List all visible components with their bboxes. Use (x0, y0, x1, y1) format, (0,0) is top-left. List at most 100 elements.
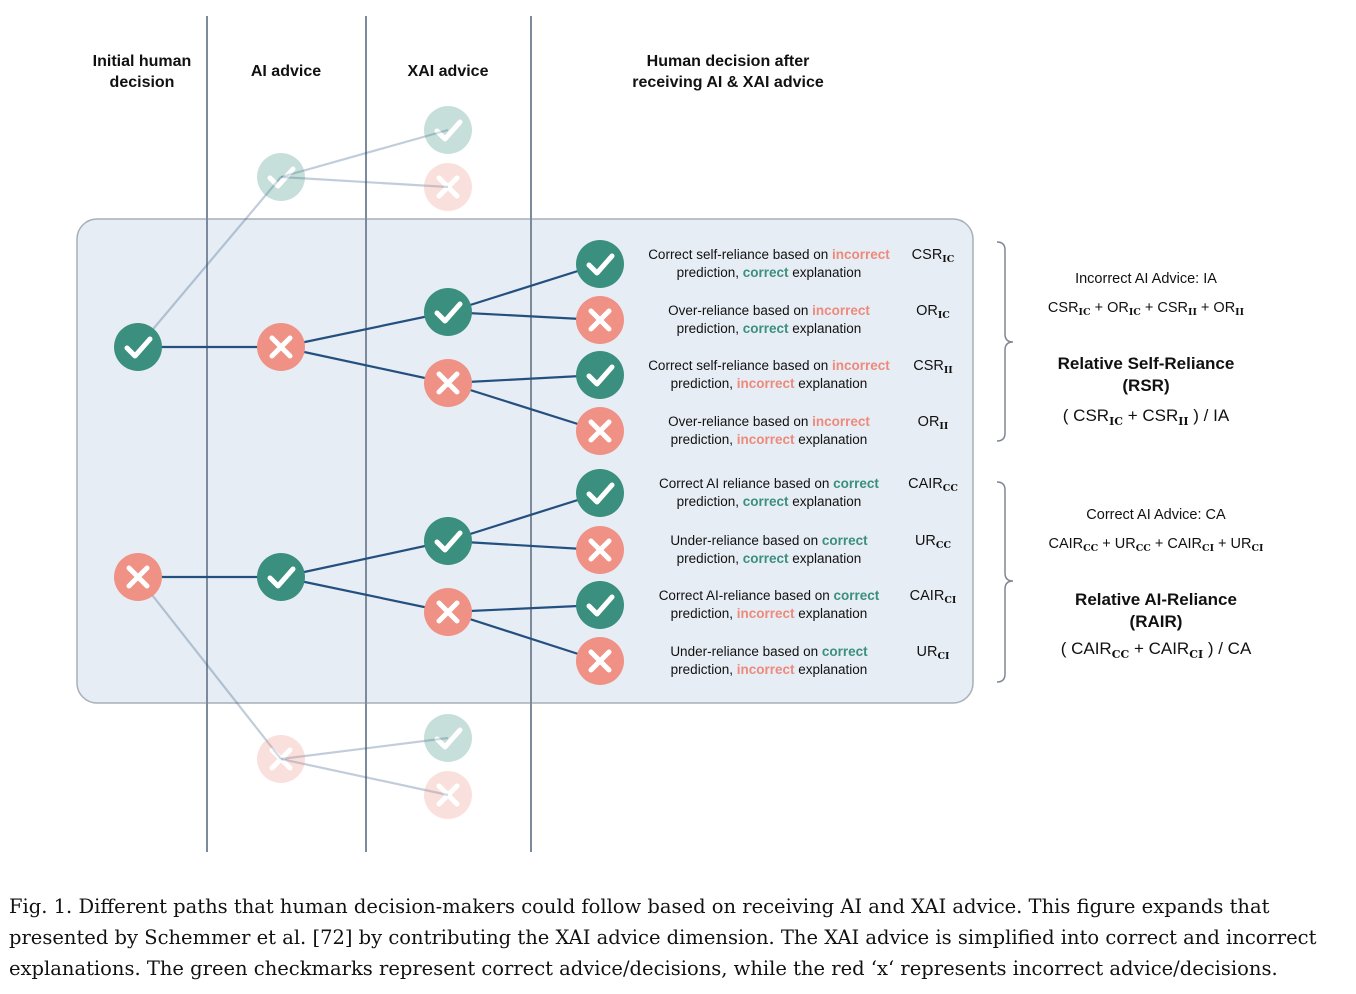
outcome-description: Correct AI reliance based on correct pred… (659, 476, 879, 509)
check-icon (434, 119, 463, 142)
check-icon (434, 301, 463, 324)
header-xai-advice: XAI advice (407, 63, 489, 80)
rsr-ratio-formula: ( CSRIC + CSRII ) / IA (1062, 406, 1230, 428)
tree-edge (280, 736, 449, 761)
cross-icon (588, 538, 612, 562)
incorrect-node (576, 637, 624, 685)
rair-definition: Correct AI Advice: CA (1086, 507, 1226, 523)
header-ai-advice: AI advice (250, 63, 322, 80)
incorrect-node (257, 735, 305, 783)
correct-node (576, 240, 624, 288)
outcome-metric: URCI (916, 644, 950, 662)
node-circle (257, 735, 305, 783)
rair-title: Relative AI-Reliance (RAIR) (1075, 590, 1237, 631)
caption-line: Fig. 1. Different paths that human decis… (9, 895, 1270, 918)
outcome-description: Over-reliance based on incorrect predicti… (668, 414, 870, 447)
cross-icon (436, 175, 460, 199)
tree-edge (447, 310, 601, 322)
rair-ratio-formula: ( CAIRCC + CAIRCI ) / CA (1060, 639, 1252, 661)
check-icon (267, 166, 296, 189)
correct-node (576, 351, 624, 399)
node-circle (257, 153, 305, 201)
incorrect-node (576, 526, 624, 574)
tree-edge (447, 603, 601, 614)
check-icon (267, 566, 296, 589)
tree-edge (280, 310, 449, 349)
node-circle (424, 771, 472, 819)
outcome-metric: URCC (914, 533, 952, 551)
cross-icon (588, 649, 612, 673)
cross-icon (269, 747, 293, 771)
tree-edge (447, 381, 601, 433)
correct-node (424, 106, 472, 154)
check-icon (586, 253, 615, 276)
tree-edge (280, 345, 449, 385)
outcome-description: Over-reliance based on incorrect predicti… (668, 303, 870, 336)
tree-edge (447, 262, 601, 314)
tree-edge (447, 373, 601, 385)
outcome-metric: CAIRCC (908, 476, 958, 494)
tree-edge (280, 575, 449, 614)
correct-node (257, 553, 305, 601)
check-icon (434, 727, 463, 750)
cross-icon (588, 308, 612, 332)
tree-edge (280, 128, 449, 179)
cross-icon (436, 371, 460, 395)
outcome-metric: CSRIC (911, 247, 955, 265)
rair-sum-formula: CAIRCC + URCC + CAIRCI + URCI (1048, 536, 1264, 554)
brace-rsr (996, 241, 1014, 442)
node-circle (257, 553, 305, 601)
outcome-description: Correct AI-reliance based on correct pred… (658, 588, 880, 621)
decision-tree-diagram (76, 16, 1014, 852)
tree-edge (137, 176, 282, 348)
outcome-metric: ORII (917, 414, 949, 432)
incorrect-node (424, 163, 472, 211)
outcome-description: Under-reliance based on correct predictio… (670, 644, 868, 677)
incorrect-node (424, 771, 472, 819)
check-icon (124, 336, 153, 359)
correct-node (424, 288, 472, 336)
header-human-decision-after: Human decision after receiving AI & XAI a… (632, 53, 824, 91)
tree-edge (137, 576, 282, 760)
cross-icon (269, 335, 293, 359)
node-circle (576, 240, 624, 288)
outcome-metric: ORIC (916, 303, 950, 321)
caption-line: presented by Schemmer et al. [72] by con… (9, 926, 1317, 949)
tree-edge (280, 539, 449, 579)
cross-icon (588, 419, 612, 443)
incorrect-node (424, 359, 472, 407)
check-icon (586, 594, 615, 617)
check-icon (586, 364, 615, 387)
cross-icon (126, 565, 150, 589)
cross-icon (436, 783, 460, 807)
node-circle (424, 288, 472, 336)
check-icon (586, 482, 615, 505)
node-circle (576, 581, 624, 629)
node-circle (424, 106, 472, 154)
header-initial-decision: Initial human decision (92, 53, 192, 91)
correct-node (257, 153, 305, 201)
tree-edge (447, 491, 601, 543)
outcome-description: Correct self-reliance based on incorrect… (648, 358, 890, 391)
rsr-title: Relative Self-Reliance (RSR) (1057, 354, 1235, 395)
tree-edge (447, 539, 601, 552)
node-circle (576, 351, 624, 399)
outcome-description: Under-reliance based on correct predictio… (670, 533, 868, 566)
tree-edge (447, 610, 601, 663)
outcome-description: Correct self-reliance based on incorrect… (648, 247, 890, 280)
node-circle (424, 163, 472, 211)
incorrect-node (257, 323, 305, 371)
node-circle (114, 323, 162, 371)
node-circle (576, 469, 624, 517)
highlight-panel (76, 218, 974, 704)
tree-edge (280, 175, 449, 189)
correct-node (576, 469, 624, 517)
correct-node (114, 323, 162, 371)
incorrect-node (114, 553, 162, 601)
caption-line: explanations. The green checkmarks repre… (9, 957, 1278, 980)
correct-node (576, 581, 624, 629)
node-circle (424, 517, 472, 565)
tree-edge (280, 757, 449, 797)
outcome-metric: CAIRCI (909, 588, 957, 606)
figure-caption: Fig. 1. Different paths that human decis… (9, 891, 1349, 984)
